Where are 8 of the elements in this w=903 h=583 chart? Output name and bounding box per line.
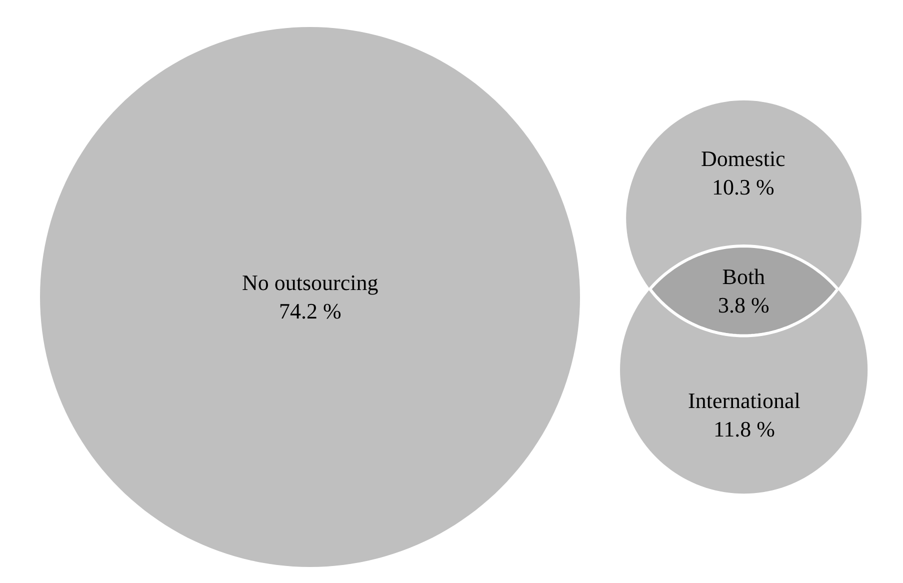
data-label: 3.8 % xyxy=(718,292,770,318)
category-label: Both xyxy=(722,264,766,289)
category-label: International xyxy=(688,388,800,413)
category-label: Domestic xyxy=(701,146,786,171)
category-label: No outsourcing xyxy=(242,270,378,295)
data-label: 74.2 % xyxy=(278,298,342,324)
data-label: 11.8 % xyxy=(713,416,775,442)
data-label: 10.3 % xyxy=(712,174,774,200)
